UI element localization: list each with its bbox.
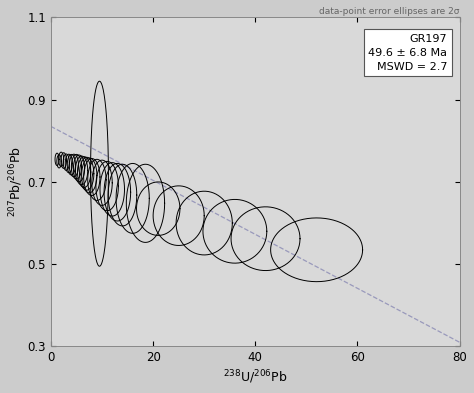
Text: GR197
49.6 ± 6.8 Ma
MSWD = 2.7: GR197 49.6 ± 6.8 Ma MSWD = 2.7 [368, 34, 447, 72]
X-axis label: $^{238}$U/$^{206}$Pb: $^{238}$U/$^{206}$Pb [223, 369, 288, 386]
Text: data-point error ellipses are 2σ: data-point error ellipses are 2σ [319, 7, 460, 16]
Y-axis label: $^{207}$Pb/$^{206}$Pb: $^{207}$Pb/$^{206}$Pb [7, 147, 25, 217]
